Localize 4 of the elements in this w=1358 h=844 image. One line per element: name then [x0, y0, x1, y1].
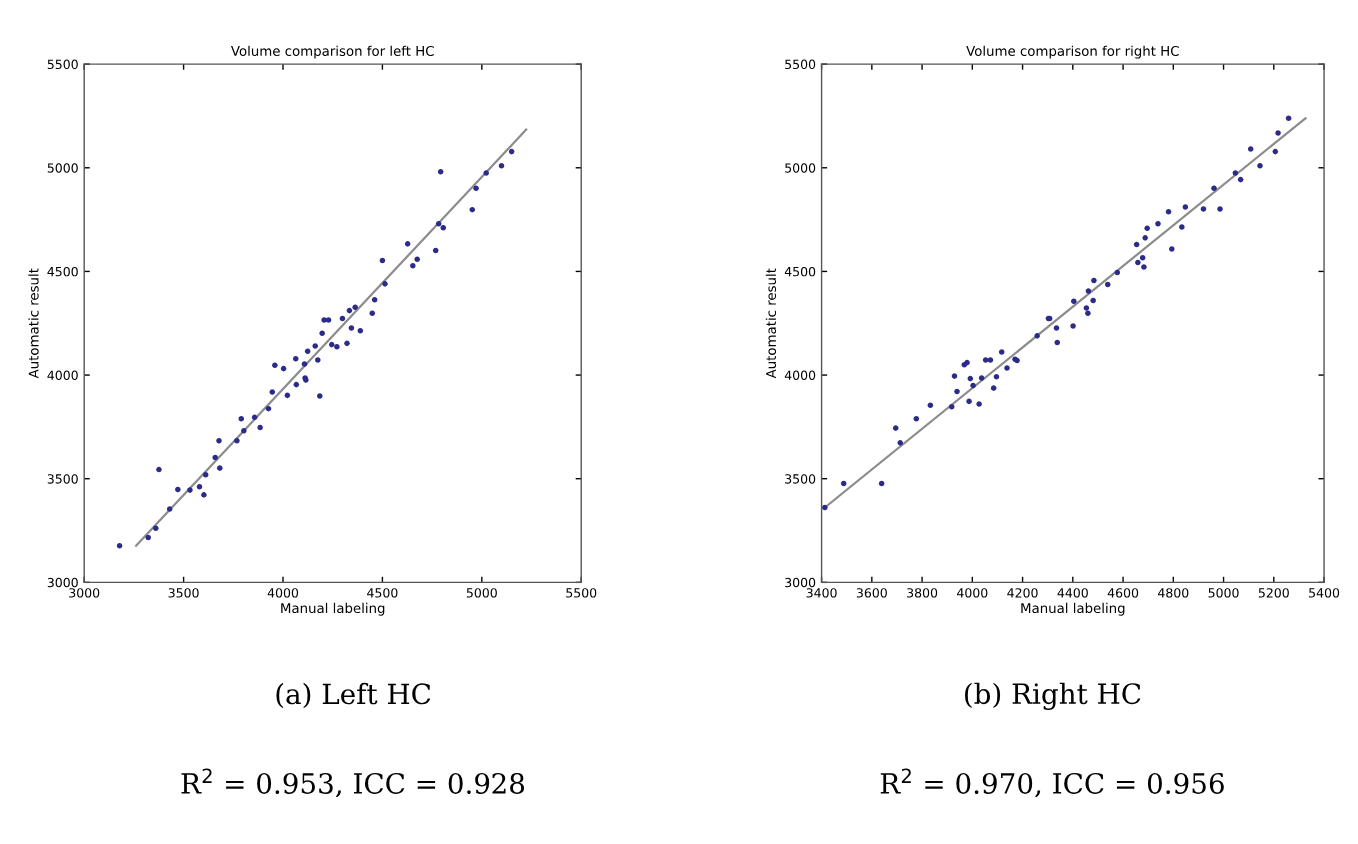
text: (b) Right HC — [965, 682, 1141, 710]
text: R$^{2}$ = 0.970, ICC = 0.956 — [880, 768, 1224, 798]
text: (a) Left HC — [276, 682, 431, 709]
text: R$^{2}$ = 0.953, ICC = 0.928 — [181, 768, 525, 798]
